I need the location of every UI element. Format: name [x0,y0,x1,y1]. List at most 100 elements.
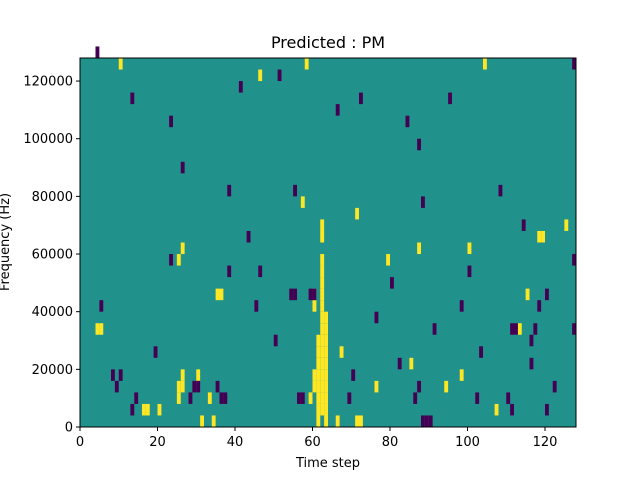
heatmap-cell-64 [537,230,542,243]
plot-frame [79,57,577,428]
heatmap-cell-85 [421,415,425,427]
heatmap-cell-148 [153,346,158,358]
heatmap-cell-126 [448,92,452,105]
heatmap-cell-98 [223,392,228,404]
heatmap-cell-136 [180,161,185,174]
heatmap-cell-104 [118,369,123,381]
heatmap-cell-22 [320,230,325,243]
heatmap-cell-28 [324,369,328,381]
heatmap-cell-95 [196,380,201,393]
heatmap-cell-34 [312,300,317,312]
heatmap-cell-137 [227,184,232,197]
heatmap-cell-56 [374,380,379,393]
heatmap-cell-93 [188,392,193,404]
heatmap-cell-74 [467,242,472,255]
heatmap-cell-42 [180,369,185,381]
heatmap-cell-141 [521,219,526,231]
y-tick-label-1: 20000 [32,363,73,378]
heatmap-cell-46 [196,369,201,381]
heatmap-cell-134 [130,92,135,105]
heatmap-cell-68 [99,323,104,335]
heatmap-cell-8 [320,403,325,416]
heatmap-cell-11 [320,369,325,381]
heatmap-cell-69 [142,403,146,416]
heatmap-cell-109 [246,230,251,243]
heatmap-cell-132 [238,81,243,93]
heatmap-cell-105 [130,403,135,416]
heatmap-cell-15 [320,323,325,335]
heatmap-cell-89 [514,323,518,335]
heatmap-cell-110 [254,300,259,312]
heatmap-cell-7 [316,334,321,347]
heatmap-cell-87 [428,415,433,427]
y-tick-label-2: 40000 [32,305,73,320]
heatmap-cell-2 [316,392,321,404]
heatmap-cell-113 [390,277,394,289]
heatmap-cell-47 [200,415,204,427]
heatmap-cell-0 [316,415,321,427]
y-axis: 0 20000 40000 60000 80000 100000 120000 [23,75,80,436]
heatmap-cell-130 [335,104,340,116]
heatmap-cell-39 [176,392,181,404]
heatmap-cell-138 [293,184,297,197]
heatmap-cell-3 [316,380,321,393]
heatmap-cell-106 [134,392,139,404]
heatmap-cell-97 [219,392,224,404]
heatmap-cell-103 [114,380,119,393]
heatmap-cell-29 [324,357,328,370]
heatmap-cell-86 [424,415,429,427]
heatmap-cell-144 [479,346,483,358]
x-tick-label-6: 120 [533,435,558,450]
heatmap-cell-6 [316,346,321,358]
heatmap-cell-81 [289,288,294,301]
x-tick-label-1: 20 [149,435,166,450]
heatmap-cell-60 [459,369,464,381]
heatmap-cell-127 [417,138,421,151]
heatmap-cell-133 [169,115,173,128]
heatmap-cell-44 [180,242,185,255]
heatmap-cell-131 [277,69,282,82]
heatmap-cell-140 [498,184,503,197]
heatmap-cell-76 [304,58,309,70]
y-tick-label-0: 0 [65,421,73,436]
heatmap-cell-112 [374,311,379,324]
heatmap-cell-65 [541,230,545,243]
heatmap-cell-102 [417,380,421,393]
heatmap-cell-36 [312,369,317,381]
heatmap-cell-117 [475,392,480,404]
heatmap-cell-61 [494,403,499,416]
heatmap-cell-119 [510,403,514,416]
heatmap-cell-62 [517,323,522,335]
y-tick-label-4: 80000 [32,190,73,205]
heatmap-cell-118 [506,392,511,404]
chart-title: Predicted : PM [271,33,385,52]
heatmap-cell-63 [525,288,530,301]
heatmap-cell-19 [320,277,325,289]
heatmap-cell-128 [405,115,410,128]
heatmap-cell-67 [95,323,100,335]
y-tick-label-3: 60000 [32,248,73,263]
heatmap-cell-111 [273,334,278,347]
heatmap-cell-79 [312,288,317,301]
heatmap-cell-70 [145,403,150,416]
heatmap-cell-124 [572,254,576,266]
heatmap-cell-78 [483,58,487,70]
heatmap-cell-48 [207,392,212,404]
heatmap-cell-96 [215,380,220,393]
heatmap-cell-145 [227,265,232,278]
heatmap-cell-21 [320,254,325,266]
heatmap-cell-94 [192,380,197,393]
heatmap-cell-5 [316,357,321,370]
x-tick-label-3: 60 [304,435,321,450]
heatmap-cell-91 [533,323,538,335]
heatmap-cell-115 [432,323,437,335]
heatmap-cell-17 [320,300,325,312]
heatmap-cell-59 [444,380,449,393]
heatmap-cell-135 [95,46,100,58]
heatmap-cell-10 [320,380,325,393]
heatmap-cell-100 [351,369,356,381]
heatmap-cell-51 [219,288,224,301]
heatmap-cell-20 [320,265,325,278]
heatmap-cell-142 [467,265,472,278]
heatmap-cell-83 [297,392,301,404]
